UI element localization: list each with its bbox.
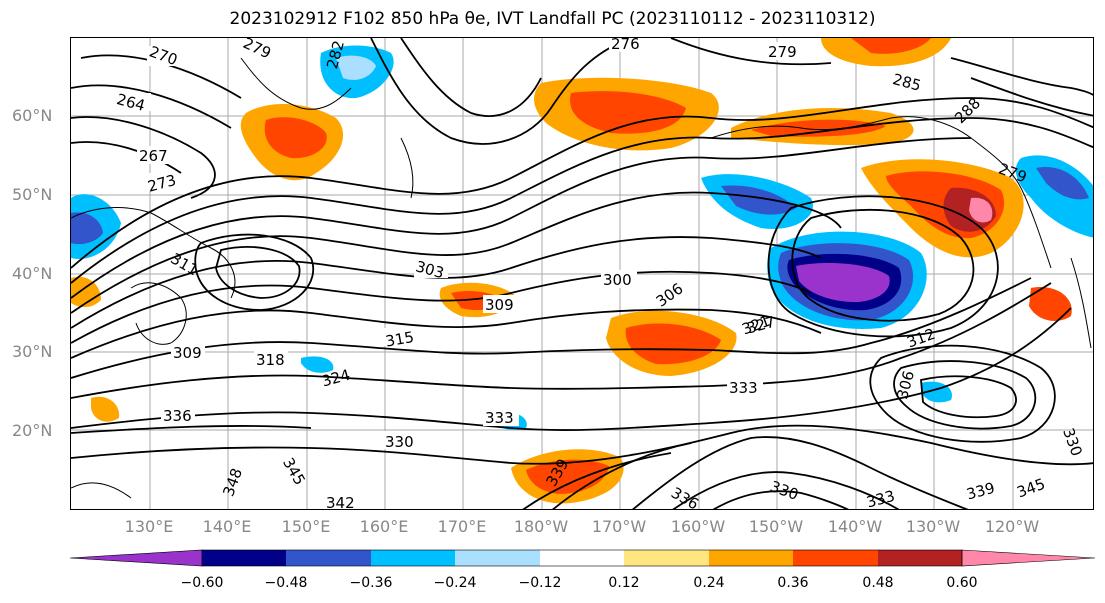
- colorbar-tick-label: 0.24: [693, 575, 725, 591]
- colorbar-segment: [202, 550, 286, 566]
- colorbar-segment: [371, 550, 455, 566]
- contour-label: 309: [173, 344, 202, 362]
- contour-label: 342: [326, 494, 355, 510]
- lon-label: 180°W: [513, 517, 569, 536]
- lon-label: 130°E: [124, 517, 174, 536]
- colorbar-tick-label: −0.60: [180, 575, 224, 591]
- lon-label: 140°E: [202, 517, 252, 536]
- colorbar-tick-label: 0.12: [608, 575, 640, 591]
- colorbar-tick-label: −0.48: [264, 575, 308, 591]
- colorbar-tick-label: −0.36: [349, 575, 393, 591]
- lon-label: 160°E: [359, 517, 409, 536]
- contour-label: 330: [768, 477, 801, 504]
- colorbar-segment: [455, 550, 540, 566]
- contour-label: 336: [668, 484, 702, 510]
- colorbar-segment: [709, 550, 793, 566]
- lon-label: 150°E: [281, 517, 331, 536]
- lon-label: 170°E: [437, 517, 487, 536]
- contour-label: 318: [256, 351, 285, 369]
- contour-label: 345: [1015, 475, 1048, 502]
- contour-label: 309: [485, 296, 514, 314]
- lat-label-30n: 30°N: [12, 342, 53, 361]
- contour-label: 285: [891, 70, 923, 95]
- contour-label: 267: [139, 147, 168, 165]
- colorbar-tick-label: 0.48: [862, 575, 894, 591]
- map-canvas: 270 279 282 264 267 273 311 303 309 300 …: [71, 38, 1093, 510]
- contour-label: 339: [964, 479, 996, 504]
- colorbar-tick-label: −0.12: [518, 575, 562, 591]
- contour-labels: 270 279 282 264 267 273 311 303 309 300 …: [115, 38, 1086, 510]
- contour-label: 315: [384, 328, 415, 351]
- colorbar-segment: [624, 550, 709, 566]
- lat-label-40n: 40°N: [12, 264, 53, 283]
- lat-label-60n: 60°N: [12, 106, 53, 125]
- lat-label-50n: 50°N: [12, 185, 53, 204]
- lon-label: 140°W: [827, 517, 883, 536]
- colorbar-segment: [793, 550, 878, 566]
- contour-label: 336: [163, 407, 192, 425]
- shaded-anomalies: [71, 38, 1093, 504]
- contour-label: 279: [768, 43, 797, 61]
- contour-label: 330: [385, 433, 414, 451]
- contour-label: 306: [653, 279, 687, 310]
- colorbar-tick-label: 0.36: [777, 575, 809, 591]
- colorbar-outline: [201, 549, 963, 567]
- colorbar-tick-label: −0.24: [433, 575, 477, 591]
- contour-label: 348: [219, 466, 246, 499]
- contour-label: 300: [603, 271, 632, 289]
- contour-label: 312: [905, 325, 938, 352]
- lon-label: 170°W: [591, 517, 647, 536]
- colorbar-tick-label: 0.60: [946, 575, 978, 591]
- lon-label: 130°W: [905, 517, 961, 536]
- lon-label: 120°W: [984, 517, 1040, 536]
- contour-label: 327: [745, 313, 777, 338]
- colorbar-segment: [286, 550, 371, 566]
- contour-label: 345: [279, 455, 309, 489]
- colorbar-segment: [540, 550, 624, 566]
- contour-label: 333: [729, 379, 758, 397]
- figure-title: 2023102912 F102 850 hPa θe, IVT Landfall…: [229, 9, 876, 29]
- contour-label: 276: [611, 38, 640, 53]
- colorbar: [69, 549, 1096, 567]
- contour-label: 333: [485, 409, 514, 427]
- colorbar-extend-min: [69, 549, 203, 567]
- colorbar-extend-max: [961, 549, 1096, 567]
- lon-label: 150°W: [748, 517, 804, 536]
- lat-label-20n: 20°N: [12, 421, 53, 440]
- colorbar-segment: [878, 550, 962, 566]
- theta-e-contours: [71, 38, 1093, 509]
- map-panel: 270 279 282 264 267 273 311 303 309 300 …: [70, 37, 1094, 510]
- lon-label: 160°W: [670, 517, 726, 536]
- contour-label: 333: [864, 487, 896, 510]
